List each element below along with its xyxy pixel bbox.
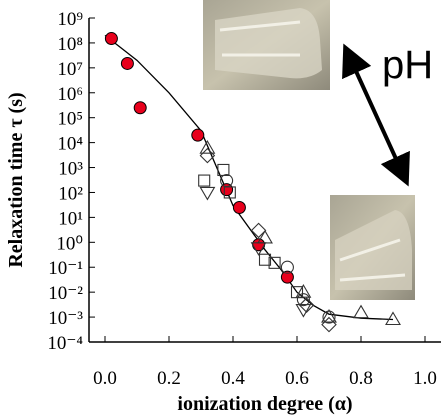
marker [296, 293, 310, 307]
y-tick-label: 10² [58, 183, 83, 204]
y-tick-label: 10³ [58, 159, 83, 180]
marker [250, 222, 267, 239]
marker [385, 311, 401, 326]
marker [104, 32, 118, 46]
x-tick-label: 0.4 [221, 368, 245, 389]
y-tick-label: 10¹ [58, 208, 83, 229]
marker [199, 186, 216, 201]
marker [199, 140, 216, 154]
x-tick-label: 0.8 [349, 368, 373, 389]
y-tick-label: 10⁻¹ [48, 258, 83, 279]
y-tick-label: 10⁰ [56, 233, 83, 254]
y-tick-label: 10⁴ [57, 134, 83, 155]
marker [191, 128, 205, 142]
marker [223, 186, 236, 199]
marker [321, 316, 337, 333]
y-axis-title: Relaxation time τ (s) [5, 92, 27, 267]
marker [252, 238, 266, 252]
x-tick-label: 0.6 [285, 368, 309, 389]
y-tick-label: 10⁸ [57, 34, 83, 55]
marker [280, 270, 294, 284]
marker [250, 242, 267, 256]
marker [280, 260, 294, 274]
marker [295, 304, 312, 318]
marker [198, 174, 211, 187]
marker [258, 253, 272, 266]
x-axis-title: ionization degree (α) [177, 393, 352, 415]
marker [120, 56, 134, 70]
marker [199, 147, 216, 164]
marker [290, 286, 304, 299]
arrow [342, 43, 410, 187]
marker [353, 304, 369, 319]
x-tick-label: 0.0 [93, 368, 117, 389]
y-tick-label: 10⁷ [57, 59, 83, 80]
marker [268, 256, 281, 269]
x-tick-label: 1.0 [413, 368, 437, 389]
marker [321, 308, 337, 323]
x-tick-label: 0.2 [157, 368, 181, 389]
y-tick-label: 10⁻³ [48, 308, 83, 329]
marker [133, 101, 147, 115]
marker [220, 174, 234, 188]
marker [295, 284, 312, 298]
marker [322, 310, 336, 324]
marker [232, 200, 246, 214]
annotation: pH [382, 43, 433, 87]
photo-top [203, 0, 330, 90]
photo-bottom [330, 195, 415, 300]
y-tick-label: 10⁶ [57, 84, 83, 105]
marker [298, 297, 315, 313]
y-tick-label: 10⁵ [57, 109, 83, 130]
y-tick-label: 10⁻² [48, 283, 83, 304]
y-tick-label: 10⁹ [57, 9, 83, 30]
y-tick-label: 10⁻⁴ [47, 333, 83, 354]
